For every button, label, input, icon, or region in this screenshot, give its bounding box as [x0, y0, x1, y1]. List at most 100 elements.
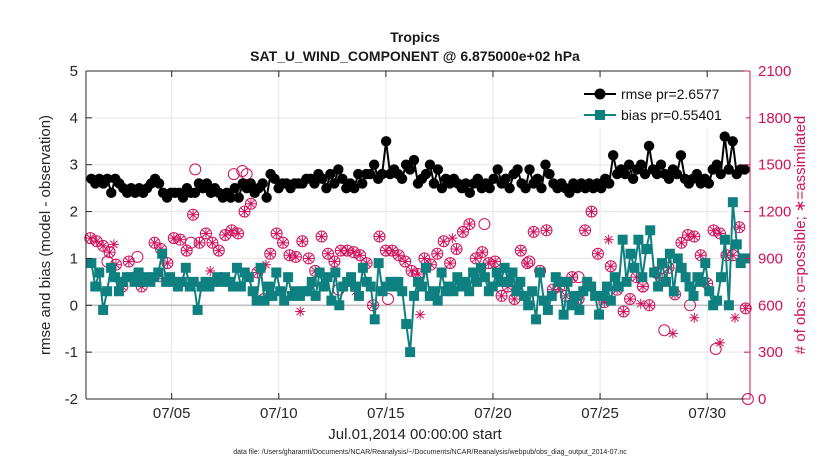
obs-possible-marker — [206, 236, 219, 249]
obs-star-stroke — [92, 237, 101, 246]
rmse-point — [711, 159, 722, 170]
obs-assimilated-marker — [188, 209, 199, 220]
obs-possible-marker — [270, 227, 283, 240]
obs-possible-marker — [643, 299, 656, 312]
obs-star-stroke — [206, 266, 215, 275]
x-tick-label: 07/15 — [367, 405, 405, 422]
obs-possible-marker — [227, 168, 240, 181]
rmse-point — [329, 178, 340, 189]
bias-point — [251, 295, 262, 306]
obs-star-stroke — [626, 295, 635, 303]
rmse-point — [703, 178, 714, 189]
obs-assimilated-marker — [477, 247, 488, 258]
obs-star-stroke — [420, 254, 429, 263]
bias-point — [279, 295, 290, 306]
bias-point — [464, 286, 475, 297]
y-tick-label-right: 300 — [758, 344, 783, 361]
bias-point — [637, 272, 648, 283]
rmse-point — [349, 182, 360, 194]
bias-point — [562, 276, 573, 287]
bias-point — [688, 290, 699, 301]
obs-possible-marker — [302, 252, 315, 265]
bias-point — [660, 276, 671, 287]
bias-point — [594, 309, 605, 320]
obs-assimilated-marker — [605, 261, 616, 272]
rmse-point — [364, 168, 376, 180]
rmse-point — [325, 168, 336, 180]
rmse-point — [321, 182, 332, 194]
bias-point — [538, 295, 549, 306]
bias-point — [326, 295, 337, 306]
obs-assimilated-marker — [329, 256, 340, 267]
obs-star-stroke — [86, 234, 95, 243]
obs-possible-marker — [232, 227, 245, 240]
obs-star-stroke — [195, 238, 204, 247]
bias-point — [629, 262, 640, 273]
obs-possible-marker — [347, 246, 360, 259]
obs-star-stroke — [375, 232, 384, 241]
bias-point — [487, 281, 498, 292]
obs-possible-marker — [431, 247, 444, 260]
obs-star-stroke — [349, 248, 358, 257]
obs-star-stroke — [696, 251, 705, 260]
y-tick-label-right: 1200 — [758, 204, 791, 221]
bias-point — [243, 272, 254, 283]
rmse-point — [532, 173, 543, 184]
rmse-point — [225, 192, 236, 203]
obs-star-stroke — [336, 246, 345, 255]
obs-star-stroke — [291, 252, 300, 261]
obs-assimilated-marker — [355, 250, 366, 261]
bias-point — [94, 267, 105, 278]
obs-possible-marker — [240, 168, 253, 181]
bias-point — [586, 281, 597, 292]
obs-assimilated-marker — [181, 245, 192, 256]
obs-possible-marker — [463, 218, 476, 231]
obs-star-stroke — [484, 259, 493, 268]
obs-possible-marker — [604, 260, 617, 273]
bias-point — [192, 304, 203, 315]
rmse-point — [727, 136, 738, 147]
obs-star-stroke — [668, 329, 677, 338]
rmse-point — [492, 164, 503, 175]
bias-point — [98, 304, 109, 315]
bias-point — [90, 281, 101, 292]
bias-point — [712, 295, 723, 306]
bias-point — [109, 272, 120, 283]
bias-point — [664, 248, 675, 259]
obs-star-stroke — [272, 229, 281, 238]
obs-possible-marker — [174, 233, 187, 246]
obs-assimilated-marker — [457, 226, 468, 237]
obs-assimilated-marker — [447, 233, 458, 244]
x-tick-label: 07/10 — [260, 405, 298, 422]
legend-bias-label: bias pr=0.55401 — [621, 107, 722, 123]
obs-assimilated-marker — [637, 281, 648, 292]
obs-possible-marker — [322, 247, 335, 260]
bias-point — [393, 276, 404, 287]
rmse-point — [635, 159, 647, 170]
obs-star-stroke — [150, 238, 159, 247]
obs-assimilated-marker — [108, 239, 119, 250]
obs-star-stroke — [227, 226, 236, 235]
rmse-point — [512, 164, 523, 175]
obs-assimilated-marker — [715, 337, 726, 348]
bias-point — [129, 276, 140, 287]
obs-star-stroke — [317, 232, 326, 241]
obs-star-stroke — [542, 226, 551, 235]
obs-possible-marker — [184, 236, 197, 249]
bias-point — [401, 319, 412, 330]
bias-point — [653, 281, 664, 292]
rmse-point — [396, 173, 408, 184]
obs-assimilated-marker — [168, 233, 179, 244]
obs-assimilated-marker — [239, 206, 250, 217]
obs-star-stroke — [304, 254, 313, 263]
obs-possible-marker — [399, 255, 412, 268]
bias-point — [235, 281, 246, 292]
obs-star-stroke — [446, 259, 455, 268]
bias-point — [503, 276, 514, 287]
obs-possible-marker — [456, 225, 469, 238]
obs-assimilated-marker — [207, 237, 218, 248]
bias-series — [86, 197, 750, 358]
obs-possible-marker — [523, 255, 536, 268]
obs-star-stroke — [497, 291, 506, 300]
rmse-point — [408, 154, 420, 166]
